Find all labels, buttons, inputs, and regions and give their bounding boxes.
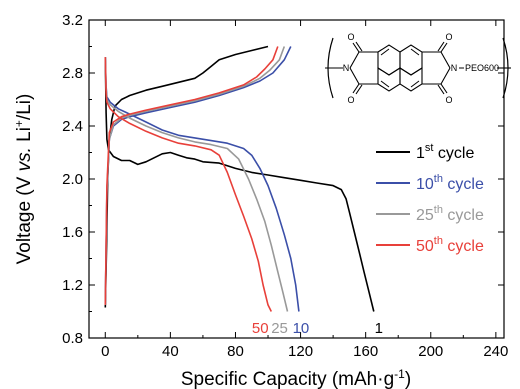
legend-num: 10: [416, 176, 434, 193]
core-double-1: [380, 48, 390, 56]
x-tick-label: 40: [162, 343, 179, 360]
y-tick-label: 1.2: [62, 277, 83, 294]
series-10-discharge-line: [104, 57, 300, 312]
left-bottom-carbonyl-2: [355, 84, 363, 95]
end-label-50: 50: [252, 320, 269, 337]
left-bottom-carbonyl: [352, 83, 360, 94]
y-tick-label: 3.2: [62, 12, 83, 29]
legend-sup: th: [434, 204, 443, 216]
y-axis-ticks: 0.8 1.2 1.6 2.0 2.4 2.8 3.2: [62, 12, 504, 347]
x-axis-title-sup: -1: [394, 367, 405, 381]
y-axis-title: Voltage (V vs. Li+/Li): [12, 94, 35, 265]
x-tick-label: 160: [353, 343, 378, 360]
x-axis-title-main: Specific Capacity (mAh·g: [181, 369, 394, 389]
legend-text: cycle: [433, 145, 474, 162]
oxygen-label-4: O: [445, 95, 452, 105]
legend-label-25: 25th cycle: [416, 204, 484, 224]
series-25-discharge-line: [104, 57, 289, 312]
series-50-charge-line: [104, 46, 279, 305]
left-imide-top: [349, 51, 378, 69]
right-bottom-carbonyl-2: [437, 84, 445, 95]
y-tick-label: 0.8: [62, 330, 83, 347]
y-tick-label: 1.6: [62, 224, 83, 241]
nitrogen-label-1: N: [343, 63, 350, 73]
x-axis-ticks: 0 40 80 120 160 200 240: [101, 20, 508, 360]
left-imide-bottom: [349, 67, 378, 85]
right-imide-bottom: [422, 67, 451, 85]
x-axis-title-end: ): [405, 369, 411, 389]
right-top-carbonyl: [440, 42, 448, 53]
core-double-3: [380, 80, 390, 88]
y-axis-title-sup: +: [12, 120, 26, 127]
y-axis-title-pre: Voltage (V: [14, 171, 35, 264]
legend-sup: st: [425, 142, 434, 154]
oxygen-label-1: O: [347, 32, 354, 42]
legend-text: cycle: [443, 238, 484, 255]
legend-label-1: 1st cycle: [416, 142, 474, 162]
right-top-carbonyl-2: [437, 41, 445, 52]
series-1-discharge-line: [104, 57, 375, 312]
core-ring-bottom-right: [399, 66, 423, 92]
y-axis-title-end: /Li): [14, 94, 35, 120]
right-imide-top: [422, 51, 451, 69]
y-axis-title-li: Li: [14, 127, 35, 147]
peo-label: PEO600: [465, 63, 499, 73]
y-axis-title-vs: vs.: [14, 147, 35, 171]
y-tick-label: 2.4: [62, 118, 83, 135]
series-group: [104, 45, 375, 312]
end-label-1: 1: [375, 320, 383, 337]
legend-text: cycle: [443, 176, 484, 193]
y-tick-label: 2.8: [62, 65, 83, 82]
x-tick-label: 120: [288, 343, 313, 360]
legend-text: cycle: [443, 207, 484, 224]
x-tick-label: 240: [483, 343, 508, 360]
legend-label-10: 10th cycle: [416, 173, 484, 193]
nitrogen-label-2: N: [451, 63, 458, 73]
molecular-structure: O O O O N N PEO600: [325, 32, 511, 105]
series-25-charge-line: [104, 46, 286, 305]
left-top-carbonyl-2: [355, 41, 363, 52]
core-double-2: [410, 48, 420, 56]
legend-num: 1: [416, 145, 425, 162]
x-tick-label: 0: [101, 343, 109, 360]
end-label-10: 10: [293, 320, 310, 337]
left-top-carbonyl: [352, 42, 360, 53]
core-ring-bottom-left: [377, 66, 401, 92]
x-tick-label: 80: [227, 343, 244, 360]
legend-label-50: 50th cycle: [416, 235, 484, 255]
core-double-4: [410, 80, 420, 88]
legend-sup: th: [434, 235, 443, 247]
y-tick-label: 2.0: [62, 171, 83, 188]
legend-num: 25: [416, 207, 434, 224]
series-50-discharge-line: [104, 57, 273, 312]
legend-sup: th: [434, 173, 443, 185]
legend-num: 50: [416, 238, 434, 255]
x-tick-label: 200: [418, 343, 443, 360]
oxygen-label-2: O: [445, 32, 452, 42]
end-label-25: 25: [271, 320, 288, 337]
right-bottom-carbonyl: [440, 83, 448, 94]
oxygen-label-3: O: [347, 95, 354, 105]
x-axis-title: Specific Capacity (mAh·g-1): [181, 367, 411, 389]
